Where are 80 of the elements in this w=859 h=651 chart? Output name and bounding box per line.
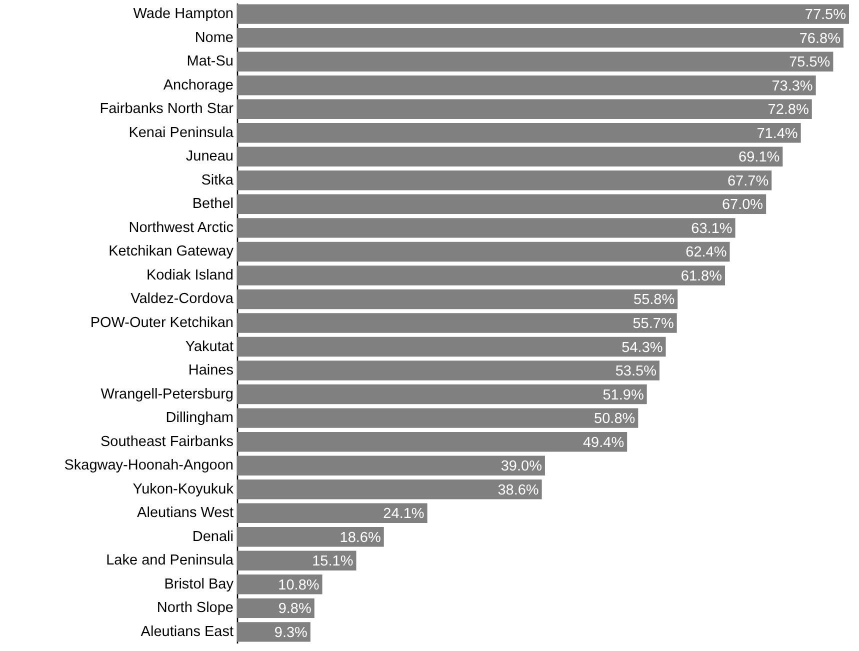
bar bbox=[237, 456, 545, 476]
y-tick-label: Yukon-Koyukuk bbox=[132, 481, 234, 498]
y-tick-label: Aleutians East bbox=[140, 624, 234, 640]
data-label: 67.0% bbox=[722, 197, 764, 214]
y-tick-label: Northwest Arctic bbox=[128, 220, 234, 236]
y-tick-label: Southeast Fairbanks bbox=[100, 434, 234, 450]
y-tick-label: Wade Hampton bbox=[133, 6, 234, 22]
data-label: 54.3% bbox=[622, 340, 663, 356]
y-tick-label: Aleutians West bbox=[137, 505, 234, 522]
data-label: 73.3% bbox=[772, 78, 813, 94]
y-tick-label: Sitka bbox=[201, 172, 234, 188]
y-tick-label: Yakutat bbox=[185, 338, 234, 355]
bar bbox=[237, 408, 638, 428]
data-label: 49.4% bbox=[582, 434, 624, 451]
data-label: 18.6% bbox=[340, 530, 381, 546]
y-tick-label: Nome bbox=[194, 30, 234, 46]
y-tick-label: Bethel bbox=[192, 196, 234, 212]
data-label: 55.7% bbox=[632, 316, 674, 332]
bar bbox=[237, 503, 428, 523]
data-label: 72.8% bbox=[768, 102, 809, 118]
bar bbox=[237, 28, 844, 48]
data-label: 62.4% bbox=[686, 244, 727, 261]
data-label: 63.1% bbox=[691, 220, 732, 237]
data-label: 61.8% bbox=[680, 268, 722, 284]
data-label: 77.5% bbox=[804, 7, 846, 24]
y-tick-label: Valdez-Cordova bbox=[130, 291, 234, 308]
bar bbox=[237, 75, 816, 96]
bar bbox=[237, 622, 310, 642]
y-tick-label: Haines bbox=[188, 362, 234, 379]
data-label: 76.8% bbox=[799, 30, 841, 47]
y-tick-label: Fairbanks North Star bbox=[100, 101, 234, 118]
data-label: 75.5% bbox=[789, 54, 830, 71]
bar bbox=[237, 289, 678, 310]
bar bbox=[237, 52, 834, 72]
bar bbox=[237, 242, 730, 262]
data-label: 53.5% bbox=[615, 364, 657, 380]
data-label: 9.3% bbox=[274, 624, 308, 641]
data-label: 50.8% bbox=[594, 411, 636, 428]
data-label: 55.8% bbox=[634, 292, 675, 308]
y-tick-label: Wrangell-Petersburg bbox=[100, 386, 234, 402]
data-label: 69.1% bbox=[738, 150, 780, 166]
data-label: 51.9% bbox=[602, 387, 644, 404]
bar bbox=[237, 527, 384, 547]
y-tick-label: Ketchikan Gateway bbox=[108, 244, 234, 260]
bar bbox=[237, 384, 647, 404]
data-label: 9.8% bbox=[278, 601, 312, 618]
bar bbox=[237, 336, 666, 357]
y-tick-label: Skagway-Hoonah-Angoon bbox=[64, 458, 234, 474]
data-label: 71.4% bbox=[756, 126, 798, 142]
bar bbox=[237, 99, 812, 119]
y-tick-label: POW-Outer Ketchikan bbox=[90, 315, 234, 331]
bar bbox=[237, 550, 356, 571]
y-tick-label: Kodiak Island bbox=[146, 267, 234, 284]
data-label: 38.6% bbox=[498, 482, 539, 498]
y-tick-label: Bristol Bay bbox=[164, 576, 234, 592]
y-tick-label: Denali bbox=[192, 528, 234, 545]
y-tick-label: Juneau bbox=[186, 148, 234, 165]
bar bbox=[237, 266, 726, 286]
bar bbox=[237, 360, 660, 380]
y-tick-label: North Slope bbox=[156, 600, 234, 616]
data-label: 15.1% bbox=[312, 554, 354, 570]
data-label: 39.0% bbox=[500, 458, 542, 475]
bar bbox=[237, 4, 849, 24]
y-tick-label: Dillingham bbox=[166, 410, 234, 426]
bar bbox=[237, 574, 322, 594]
data-label: 24.1% bbox=[383, 506, 424, 522]
bar bbox=[237, 194, 766, 214]
y-tick-label: Anchorage bbox=[163, 77, 234, 94]
bar bbox=[237, 146, 783, 167]
bar bbox=[237, 432, 628, 452]
y-tick-label: Kenai Peninsula bbox=[128, 124, 234, 141]
bar bbox=[237, 170, 772, 190]
bar bbox=[237, 218, 736, 238]
y-tick-label: Lake and Peninsula bbox=[106, 552, 234, 569]
bar bbox=[237, 479, 542, 500]
data-label: 10.8% bbox=[278, 577, 320, 594]
bar bbox=[237, 123, 801, 143]
y-tick-label: Mat-Su bbox=[186, 54, 234, 70]
data-label: 67.7% bbox=[727, 173, 769, 190]
bar bbox=[237, 313, 677, 333]
